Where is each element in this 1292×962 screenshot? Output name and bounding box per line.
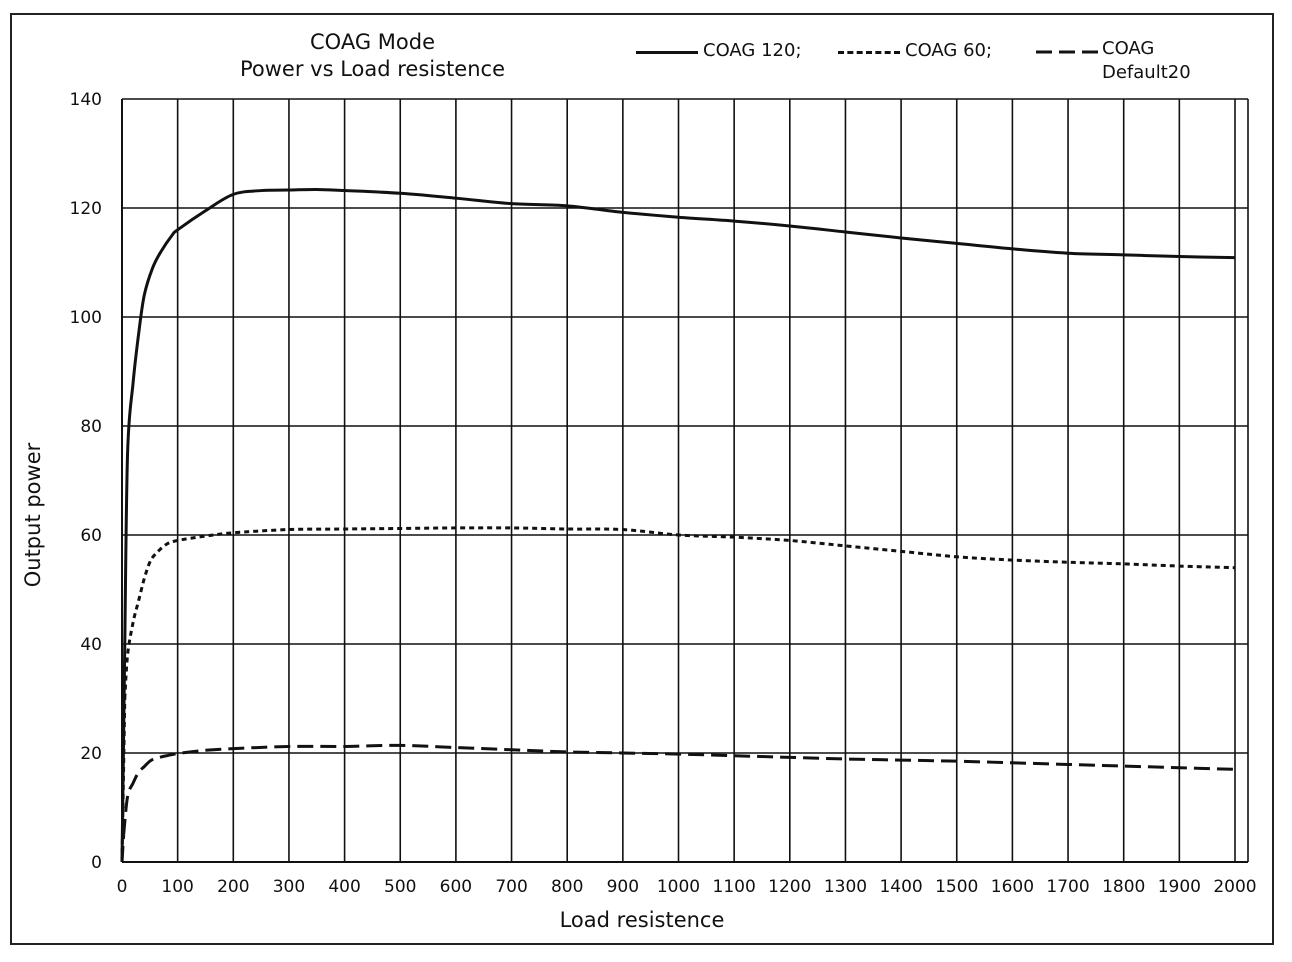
x-tick-label: 1000	[657, 877, 700, 897]
y-tick-label: 20	[80, 744, 102, 764]
x-tick-label: 600	[440, 877, 472, 897]
chart-title: COAG Mode	[310, 30, 435, 54]
legend-swatch-coag-60	[838, 51, 900, 54]
y-axis-label: Output power	[21, 442, 45, 588]
y-tick-label: 100	[70, 308, 102, 328]
x-tick-label: 1200	[768, 877, 811, 897]
x-tick-label: 1100	[713, 877, 756, 897]
legend-label-coag-default20: COAG Default20	[1102, 38, 1191, 83]
x-tick-label: 1800	[1102, 877, 1145, 897]
x-tick-label: 400	[328, 877, 360, 897]
legend-label-coag-120: COAG 120;	[703, 40, 802, 61]
series-line-1	[123, 526, 1236, 699]
chart-subtitle: Power vs Load resistence	[239, 57, 505, 81]
x-tick-label: 800	[551, 877, 583, 897]
x-tick-label: 1600	[991, 877, 1034, 897]
chart-frame	[10, 13, 1274, 945]
x-tick-label: 500	[384, 877, 416, 897]
x-tick-label: 1300	[824, 877, 867, 897]
series-line-0	[123, 187, 1236, 645]
series-line-2	[122, 743, 1236, 835]
y-tick-label: 140	[70, 90, 102, 110]
legend-label-coag-60: COAG 60;	[905, 40, 993, 61]
y-tick-label: 80	[80, 417, 102, 437]
legend-swatch-coag-default20	[1036, 50, 1098, 54]
x-tick-label: 100	[161, 877, 193, 897]
x-tick-label: 1400	[879, 877, 922, 897]
legend-swatch-coag-120	[636, 51, 698, 54]
y-tick-label: 60	[80, 526, 102, 546]
x-tick-label: 1500	[935, 877, 978, 897]
x-tick-label: 2000	[1213, 877, 1256, 897]
y-tick-label: 0	[91, 853, 102, 873]
x-tick-label: 1900	[1158, 877, 1201, 897]
x-tick-label: 0	[117, 877, 128, 897]
x-tick-label: 900	[607, 877, 639, 897]
x-axis-label: Load resistence	[559, 908, 725, 932]
x-tick-label: 200	[217, 877, 249, 897]
x-tick-label: 1700	[1046, 877, 1089, 897]
x-tick-label: 700	[495, 877, 527, 897]
series-start-2	[120, 834, 126, 863]
y-tick-label: 40	[80, 635, 102, 655]
x-tick-label: 300	[273, 877, 305, 897]
y-tick-label: 120	[70, 199, 102, 219]
